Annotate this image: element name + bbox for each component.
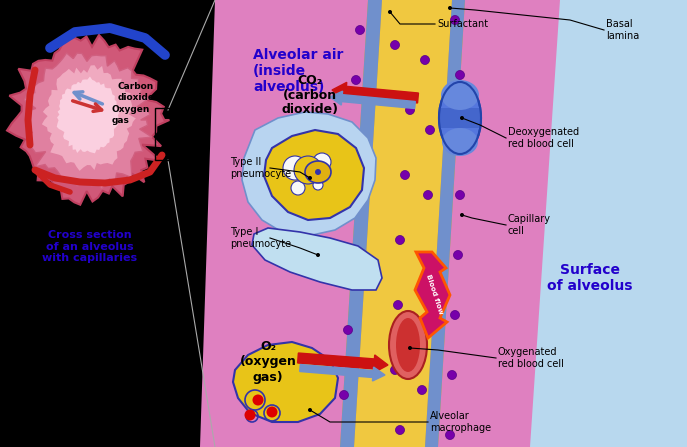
Circle shape xyxy=(388,10,392,14)
FancyArrow shape xyxy=(330,91,416,109)
Circle shape xyxy=(451,311,460,320)
Circle shape xyxy=(308,176,312,180)
Circle shape xyxy=(408,346,412,350)
Circle shape xyxy=(315,169,321,175)
FancyArrow shape xyxy=(297,353,388,373)
Circle shape xyxy=(453,250,462,260)
Text: Type II
pneumocyte: Type II pneumocyte xyxy=(230,157,291,179)
Circle shape xyxy=(344,325,352,334)
Circle shape xyxy=(355,25,365,34)
Polygon shape xyxy=(340,0,382,447)
Ellipse shape xyxy=(441,80,479,110)
FancyArrow shape xyxy=(332,82,418,103)
Text: Blood flow: Blood flow xyxy=(425,273,443,315)
Circle shape xyxy=(425,126,434,135)
Circle shape xyxy=(401,170,409,180)
Circle shape xyxy=(396,236,405,245)
Polygon shape xyxy=(215,0,687,447)
Bar xyxy=(155,108,173,160)
Ellipse shape xyxy=(442,128,478,156)
Text: Alveolar
macrophage: Alveolar macrophage xyxy=(430,411,491,433)
Text: CO₂
(carbon
dioxide): CO₂ (carbon dioxide) xyxy=(282,73,339,117)
Polygon shape xyxy=(233,342,338,422)
Circle shape xyxy=(420,320,429,329)
Text: Surface
of alveolus: Surface of alveolus xyxy=(548,263,633,293)
Circle shape xyxy=(313,180,323,190)
Circle shape xyxy=(422,256,431,265)
Ellipse shape xyxy=(439,82,481,154)
Circle shape xyxy=(253,395,264,405)
Ellipse shape xyxy=(389,311,427,379)
Text: Surfactant: Surfactant xyxy=(437,19,488,29)
Circle shape xyxy=(448,6,452,10)
Ellipse shape xyxy=(305,161,331,183)
Circle shape xyxy=(283,156,307,180)
Circle shape xyxy=(350,195,359,204)
Circle shape xyxy=(420,55,429,64)
Text: Alveolar air
(inside
alveolus): Alveolar air (inside alveolus) xyxy=(253,48,344,94)
Ellipse shape xyxy=(396,318,420,372)
Circle shape xyxy=(460,116,464,120)
Circle shape xyxy=(308,408,312,412)
Text: Type I
pneumocyte: Type I pneumocyte xyxy=(230,227,291,249)
Polygon shape xyxy=(7,35,170,205)
Circle shape xyxy=(455,71,464,80)
Circle shape xyxy=(267,406,278,417)
Circle shape xyxy=(447,371,456,380)
Text: Oxygenated
red blood cell: Oxygenated red blood cell xyxy=(498,347,564,369)
Circle shape xyxy=(313,153,331,171)
Text: Basal
lamina: Basal lamina xyxy=(606,19,639,41)
Text: Oxygen
gas: Oxygen gas xyxy=(112,105,150,125)
Circle shape xyxy=(445,430,455,439)
Bar xyxy=(440,108,480,128)
Text: Cross section
of an alveolus
with capillaries: Cross section of an alveolus with capill… xyxy=(43,230,137,263)
Circle shape xyxy=(460,213,464,217)
Polygon shape xyxy=(242,112,376,236)
Circle shape xyxy=(390,366,400,375)
Polygon shape xyxy=(264,130,364,220)
Circle shape xyxy=(390,41,400,50)
Polygon shape xyxy=(340,0,465,447)
Circle shape xyxy=(455,190,464,199)
Polygon shape xyxy=(57,76,119,153)
Polygon shape xyxy=(415,252,450,338)
Text: O₂
(oxygen
gas): O₂ (oxygen gas) xyxy=(240,341,296,384)
Circle shape xyxy=(418,385,427,395)
Polygon shape xyxy=(42,65,136,171)
Circle shape xyxy=(294,156,322,184)
Polygon shape xyxy=(354,0,452,447)
Circle shape xyxy=(458,131,466,139)
Text: Capillary
cell: Capillary cell xyxy=(508,214,551,236)
Polygon shape xyxy=(252,228,382,290)
Circle shape xyxy=(346,261,354,270)
Text: Deoxygenated
red blood cell: Deoxygenated red blood cell xyxy=(508,127,579,149)
Polygon shape xyxy=(425,0,465,447)
Circle shape xyxy=(339,391,348,400)
Text: Carbon
dioxide: Carbon dioxide xyxy=(118,82,155,102)
Circle shape xyxy=(291,181,305,195)
Polygon shape xyxy=(200,0,560,447)
Circle shape xyxy=(394,300,403,309)
Circle shape xyxy=(316,253,320,257)
Circle shape xyxy=(423,190,433,199)
Circle shape xyxy=(405,105,414,114)
Polygon shape xyxy=(24,53,152,189)
Circle shape xyxy=(245,409,256,421)
Circle shape xyxy=(348,135,357,144)
Circle shape xyxy=(451,16,460,25)
Circle shape xyxy=(352,76,361,84)
FancyArrow shape xyxy=(300,364,385,381)
Circle shape xyxy=(396,426,405,434)
